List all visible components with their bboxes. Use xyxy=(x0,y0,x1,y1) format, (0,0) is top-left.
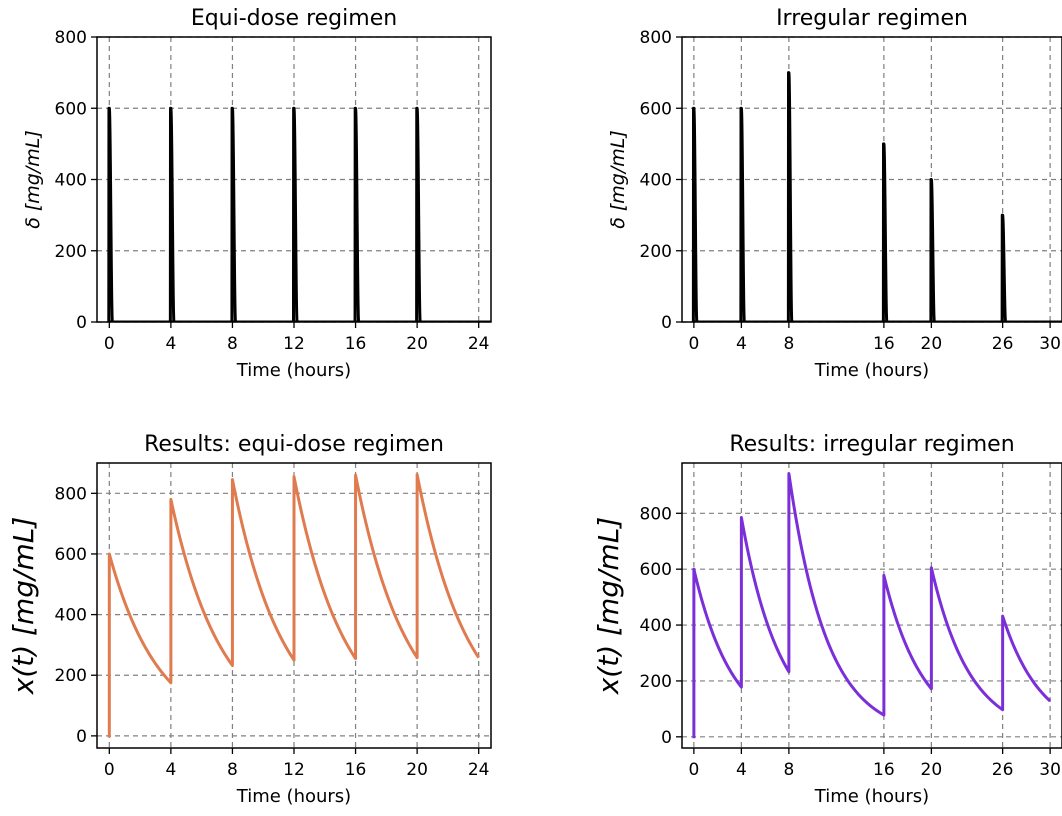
y-tick-label: 0 xyxy=(76,727,87,747)
x-tick-label: 8 xyxy=(227,334,238,354)
x-tick-label: 0 xyxy=(104,334,115,354)
chart-title: Equi-dose regimen xyxy=(191,6,397,31)
y-tick-label: 200 xyxy=(640,242,672,262)
x-tick-label: 20 xyxy=(921,334,943,354)
x-tick-label: 12 xyxy=(283,760,305,780)
y-axis-label: x(t) [mg/mL] xyxy=(592,517,625,696)
x-axis-label: Time (hours) xyxy=(814,360,929,381)
pulse xyxy=(415,106,423,322)
x-tick-label: 0 xyxy=(688,760,699,780)
plot-area xyxy=(691,71,1062,322)
chart-title: Irregular regimen xyxy=(776,6,968,31)
pulse xyxy=(107,106,115,322)
y-tick-label: 0 xyxy=(661,313,672,333)
pulse xyxy=(691,106,699,322)
subplot-1: 0 4 8 12 16 20 24 0 200 400 600 800 Equi-dose regime… xyxy=(22,6,492,381)
x-tick-label: 16 xyxy=(873,334,895,354)
axes-frame xyxy=(681,462,1062,749)
y-tick-label: 600 xyxy=(640,560,672,580)
y-tick-label: 600 xyxy=(55,545,87,565)
x-tick-label: 4 xyxy=(165,334,176,354)
y-axis-label: δ [mg/mL] xyxy=(607,130,629,229)
y-tick-label: 200 xyxy=(640,672,672,692)
x-tick-label: 26 xyxy=(992,334,1014,354)
y-axis-label: x(t) [mg/mL] xyxy=(7,517,40,696)
x-tick-label: 8 xyxy=(227,760,238,780)
pulse xyxy=(739,106,747,322)
pulse xyxy=(881,142,889,322)
x-tick-label: 4 xyxy=(736,334,747,354)
x-tick-label: 16 xyxy=(873,760,895,780)
x-tick-label: 20 xyxy=(921,760,943,780)
plot-area xyxy=(692,472,1052,739)
x-axis-label: Time (hours) xyxy=(236,786,351,807)
x-tick-label: 4 xyxy=(165,760,176,780)
x-tick-label: 8 xyxy=(783,334,794,354)
pulse xyxy=(230,106,238,322)
pulse xyxy=(929,178,937,322)
x-tick-label: 4 xyxy=(736,760,747,780)
x-tick-label: 24 xyxy=(468,760,490,780)
x-tick-label: 8 xyxy=(783,760,794,780)
x-tick-label: 16 xyxy=(345,334,367,354)
series-line xyxy=(107,473,480,738)
y-tick-label: 800 xyxy=(55,28,87,48)
pulse xyxy=(291,106,299,322)
y-tick-label: 400 xyxy=(640,171,672,191)
x-tick-label: 0 xyxy=(104,760,115,780)
x-tick-label: 20 xyxy=(406,334,428,354)
x-axis-label: Time (hours) xyxy=(814,786,929,807)
x-tick-label: 16 xyxy=(345,760,367,780)
pulse xyxy=(786,71,794,322)
y-axis-label: δ [mg/mL] xyxy=(22,130,44,229)
chart-title: Results: irregular regimen xyxy=(729,432,1014,457)
y-tick-label: 400 xyxy=(640,616,672,636)
y-tick-label: 0 xyxy=(661,728,672,748)
x-axis-label: Time (hours) xyxy=(236,360,351,381)
pulse xyxy=(1000,213,1008,322)
x-tick-label: 30 xyxy=(1039,334,1061,354)
pulse xyxy=(353,106,361,322)
y-tick-label: 800 xyxy=(640,504,672,524)
chart-title: Results: equi-dose regimen xyxy=(144,432,444,457)
y-tick-label: 600 xyxy=(640,99,672,119)
y-tick-label: 800 xyxy=(640,28,672,48)
y-tick-label: 0 xyxy=(76,313,87,333)
x-tick-label: 26 xyxy=(992,760,1014,780)
subplot-3: 0 4 8 12 16 20 24 0 200 400 600 800 Results: equi-do… xyxy=(7,432,492,807)
series-line xyxy=(692,472,1052,739)
x-tick-label: 30 xyxy=(1039,760,1061,780)
y-tick-label: 800 xyxy=(55,484,87,504)
x-tick-label: 24 xyxy=(468,334,490,354)
x-tick-label: 20 xyxy=(406,760,428,780)
x-tick-label: 0 xyxy=(688,334,699,354)
subplot-2: 0 4 8 16 20 26 30 0 200 400 600 800 Irregular regime… xyxy=(607,6,1062,381)
plot-area xyxy=(107,473,480,738)
plot-area xyxy=(107,106,491,322)
y-tick-label: 200 xyxy=(55,666,87,686)
subplot-4: 0 4 8 16 20 26 30 0 200 400 600 800 Results: irregul… xyxy=(592,432,1062,807)
pulse xyxy=(168,106,176,322)
y-tick-label: 400 xyxy=(55,171,87,191)
x-tick-label: 12 xyxy=(283,334,305,354)
y-tick-label: 600 xyxy=(55,99,87,119)
y-tick-label: 200 xyxy=(55,242,87,262)
y-tick-label: 400 xyxy=(55,606,87,626)
